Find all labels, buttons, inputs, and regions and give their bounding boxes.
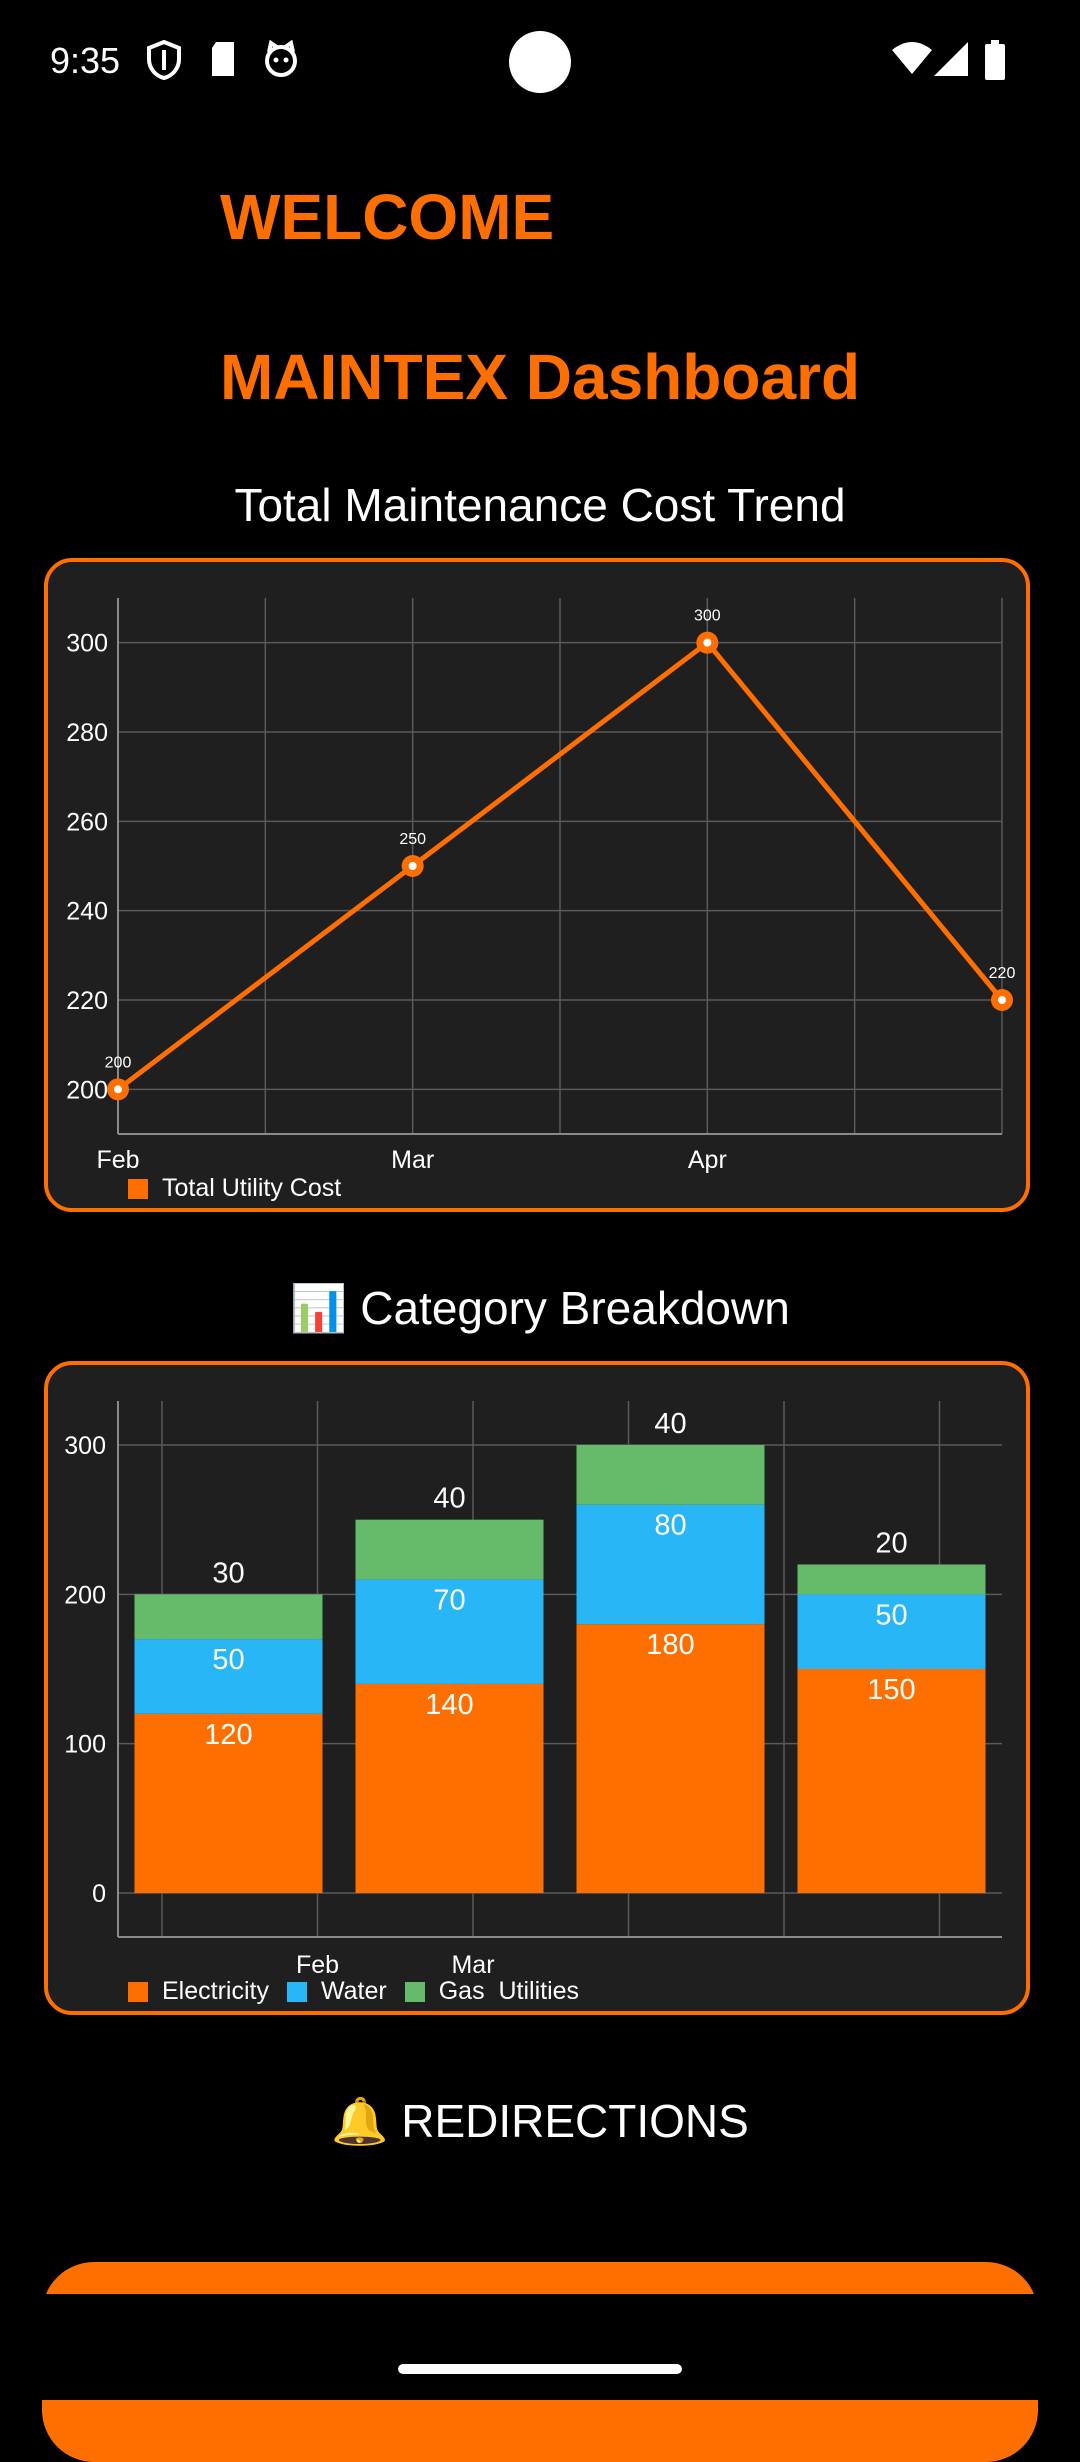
y-tick-label: 300	[66, 630, 108, 658]
data-point-center	[703, 638, 712, 647]
bar-segment-electricity	[134, 1713, 323, 1893]
navigation-bar	[0, 2294, 1080, 2400]
legend-swatch	[404, 1981, 425, 2002]
bar-value-label: 70	[433, 1584, 465, 1616]
wifi-icon	[892, 40, 932, 81]
y-tick-label: 100	[64, 1731, 106, 1759]
sd-card-icon	[208, 40, 238, 83]
legend-label: Gas Utilities	[438, 1977, 580, 2005]
dashboard-title: MAINTEX Dashboard	[219, 341, 861, 413]
signal-icon	[934, 40, 968, 81]
series-line-total-utility-cost	[116, 639, 1004, 1092]
legend-swatch	[128, 1178, 148, 1199]
cat-icon	[262, 39, 300, 83]
data-label: 220	[989, 965, 1016, 982]
bar-value-label: 120	[204, 1719, 252, 1751]
bar-value-label: 30	[212, 1557, 244, 1589]
welcome-heading: WELCOME	[220, 181, 555, 253]
legend-swatch	[286, 1981, 307, 2002]
bar-value-label: 140	[425, 1689, 473, 1721]
data-point-center	[998, 996, 1006, 1004]
x-tick-label: Feb	[296, 1951, 339, 1979]
bar-value-label: 50	[212, 1644, 244, 1676]
bar-value-label: 40	[654, 1408, 686, 1440]
data-point-center	[408, 862, 417, 870]
bar-chart-icon: 📊	[290, 1282, 348, 1334]
x-tick-label: Mar	[451, 1951, 494, 1979]
bar-segment-water	[576, 1504, 765, 1625]
y-tick-label: 240	[66, 898, 108, 926]
legend-item-water: Water	[286, 1977, 387, 2006]
bar-segment-gas-utilities	[576, 1445, 765, 1505]
redirections-title: 🔔 REDIRECTIONS	[0, 2094, 1080, 2149]
legend-item-total-utility-cost: Total Utility Cost	[128, 1174, 341, 1203]
data-label: 200	[105, 1054, 132, 1071]
y-tick-label: 200	[66, 1076, 108, 1104]
bar-value-label: 20	[875, 1527, 907, 1559]
status-time: 9:35	[50, 40, 121, 81]
bar-value-label: 180	[646, 1629, 694, 1661]
bar-segment-water	[355, 1579, 544, 1684]
breakdown-chart-card: 0 100 200 300 120 50 30 140 70 40 180 80 40 150 50 20 Fe…	[44, 1361, 1030, 2015]
breakdown-chart: 0 100 200 300 120 50 30 140 70 40 180 80 40 150 50 20 Fe…	[64, 1401, 1002, 1979]
trend-chart: 200 220 240 260 280 300 Feb Mar Apr 200 250 300 220	[66, 598, 1016, 1174]
home-indicator[interactable]	[398, 2364, 682, 2374]
y-tick-label: 0	[92, 1880, 106, 1908]
legend-label: Electricity	[162, 1977, 269, 2005]
trend-chart-card: 200 220 240 260 280 300 Feb Mar Apr 200 250 300 220 …	[44, 558, 1030, 1212]
x-tick-label: Feb	[96, 1146, 139, 1174]
bar-segment-gas-utilities	[134, 1594, 323, 1640]
legend-item-gas-utilities: Gas Utilities	[404, 1977, 580, 2006]
trend-chart-title: Total Maintenance Cost Trend	[234, 479, 846, 531]
breakdown-title: 📊 Category Breakdown	[0, 1281, 1080, 1336]
data-label: 300	[694, 608, 721, 625]
status-bar: 9:35	[0, 0, 1080, 130]
bar-segment-electricity	[797, 1669, 986, 1893]
legend-label: Total Utility Cost	[162, 1174, 342, 1202]
legend-item-electricity: Electricity	[128, 1977, 269, 2006]
bar-segment-water	[134, 1639, 323, 1714]
x-tick-label: Apr	[688, 1146, 727, 1174]
bar-segment-electricity	[355, 1683, 544, 1893]
battery-icon	[984, 40, 1006, 85]
x-tick-label: Mar	[391, 1146, 434, 1174]
y-tick-label: 220	[66, 987, 108, 1015]
y-tick-label: 260	[66, 808, 108, 836]
bar-value-label: 80	[654, 1510, 686, 1542]
data-label: 250	[399, 831, 426, 848]
bar-value-label: 40	[433, 1483, 465, 1515]
bell-icon: 🔔	[331, 2095, 389, 2147]
redirections-title-text: REDIRECTIONS	[401, 2095, 749, 2147]
bar-segment-electricity	[576, 1624, 765, 1893]
shield-icon	[146, 39, 182, 85]
legend-swatch	[128, 1981, 148, 2002]
bar-segment-water	[797, 1594, 986, 1669]
legend-label: Water	[320, 1977, 387, 2005]
camera-cutout	[509, 31, 571, 93]
data-point-center	[114, 1085, 122, 1094]
y-tick-label: 300	[64, 1432, 106, 1460]
y-tick-label: 280	[66, 719, 108, 747]
bar-segment-gas-utilities	[797, 1564, 986, 1595]
bar-value-label: 150	[867, 1674, 915, 1706]
breakdown-title-text: Category Breakdown	[360, 1282, 790, 1334]
y-tick-label: 200	[64, 1581, 106, 1609]
breakdown-chart-legend: Electricity Water Gas Utilities	[128, 1977, 597, 2006]
trend-chart-legend: Total Utility Cost	[128, 1174, 359, 1203]
bar-value-label: 50	[875, 1599, 907, 1631]
bar-segment-gas-utilities	[355, 1519, 544, 1580]
